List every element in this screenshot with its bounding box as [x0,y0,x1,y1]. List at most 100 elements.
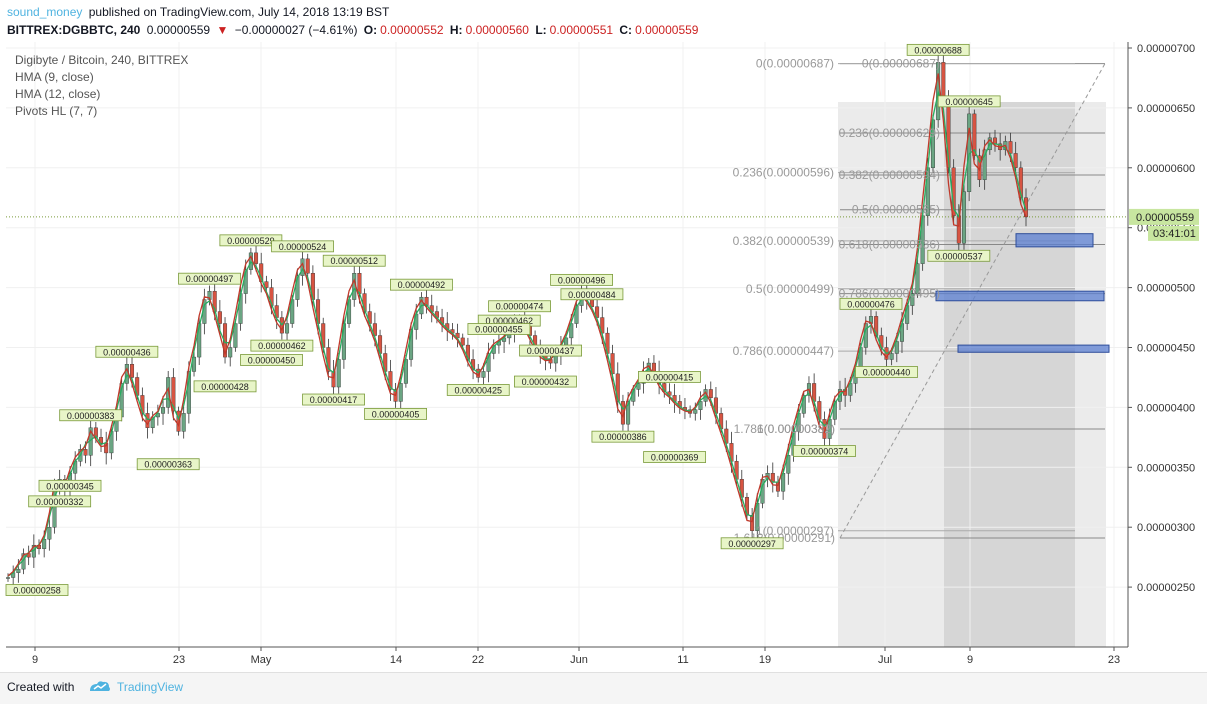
candle-body[interactable] [6,577,10,579]
candle-body[interactable] [285,323,290,334]
candle-body[interactable] [620,401,625,425]
candle-body[interactable] [357,273,362,294]
pivot-label-box [250,339,314,352]
candle-body[interactable] [910,293,915,306]
symbol-name: BITTREX:DGBBTC, 240 [7,23,141,37]
candle-body[interactable] [254,252,259,264]
support-zone[interactable] [935,290,1105,302]
candle-body[interactable] [481,371,486,378]
y-tick-label: 0.00000300 [1137,522,1195,534]
candle-body[interactable] [197,323,202,358]
candle-body[interactable] [176,410,181,432]
candle-body[interactable] [894,341,899,354]
candle-body[interactable] [982,149,987,180]
candle-body[interactable] [228,347,233,358]
candle-body[interactable] [465,344,470,360]
pivot-label-box [550,273,613,286]
chart-area[interactable]: 0(0.00000687) 0.236(0.00000596) 0.382(0.00… [0,42,1207,672]
candle-body[interactable] [341,323,346,360]
publish-line: sound_money published on TradingView.com… [7,5,392,19]
candle-body[interactable] [83,449,88,456]
candle-body[interactable] [47,526,52,540]
created-with-text: Created with [7,680,75,694]
chart-header: sound_money published on TradingView.com… [0,0,1207,40]
support-zone[interactable] [957,344,1110,353]
support-zone[interactable] [1015,233,1094,248]
candle-body[interactable] [372,323,377,336]
candle-body[interactable] [264,281,269,288]
candle-body[interactable] [941,62,946,97]
tradingview-link[interactable]: TradingView [117,680,184,694]
candle-body[interactable] [336,359,341,388]
candle-body[interactable] [595,306,600,318]
pivot-label-text: 0.00000436 [103,347,151,357]
pivot-label-text: 0.00000415 [646,372,694,382]
pivot-label-text: 0.00000432 [522,377,570,387]
candle-body[interactable] [698,401,703,410]
pivot-label-text: 0.00000484 [568,290,616,300]
x-tick-label: Jun [570,654,588,666]
candle-body[interactable] [1008,141,1013,154]
pivot-label-box [488,300,551,313]
pivot-label-text: 0.00000645 [945,97,993,107]
price-chart[interactable]: 0(0.00000687) 0.236(0.00000596) 0.382(0.00… [0,42,1207,672]
pivot-label-text: 0.00000297 [728,539,776,549]
candle-body[interactable] [217,311,222,324]
fib-label-left: 0.382(0.00000539) [733,234,834,248]
candle-body[interactable] [460,337,465,346]
candle-body[interactable] [693,409,698,414]
legend-pivots[interactable]: Pivots HL (7, 7) [15,104,98,118]
pivot-label-box [643,451,707,463]
low-value: 0.00000551 [549,23,614,37]
candle-body[interactable] [992,137,997,145]
candle-body[interactable] [161,407,166,414]
candle-body[interactable] [486,353,491,372]
candle-body[interactable] [1013,153,1018,168]
legend-title: Digibyte / Bitcoin, 240, BITTREX [15,53,189,67]
x-tick-label: May [251,654,272,666]
candle-body[interactable] [130,364,135,378]
candle-body[interactable] [305,258,310,274]
candle-body[interactable] [181,413,186,432]
candle-body[interactable] [1018,167,1023,198]
x-tick-label: 9 [967,654,973,666]
countdown-tag-text: 03:41:01 [1153,228,1196,240]
pivot-label-box [38,479,102,492]
candle-body[interactable] [972,113,977,157]
candle-body[interactable] [651,362,656,372]
pivot-label-text: 0.00000383 [67,411,115,421]
candle-body[interactable] [171,377,176,412]
legend-hma9[interactable]: HMA (9, close) [15,70,94,84]
fib-label-left: 0.236(0.00000596) [733,166,834,180]
candle-body[interactable] [874,316,879,336]
candle-body[interactable] [300,258,305,276]
fib-label-right: 0.382(0.00000594) [839,168,940,182]
fib-label-left: 0(0.00000687) [756,57,834,71]
x-tick-label: 11 [677,654,688,666]
candle-body[interactable] [636,383,641,390]
candle-body[interactable] [889,353,894,360]
high-value: 0.00000560 [465,23,529,37]
pivot-label-text: 0.00000417 [310,395,358,405]
candle-body[interactable] [223,323,228,358]
pivot-label-text: 0.00000369 [651,453,699,463]
candle-body[interactable] [961,191,966,244]
candle-body[interactable] [915,263,920,294]
candle-body[interactable] [1024,197,1028,218]
legend-hma12[interactable]: HMA (12, close) [15,87,101,101]
pivot-label-box [95,345,159,358]
author-link[interactable]: sound_money [7,5,83,19]
candle-body[interactable] [574,305,579,324]
last-price-tag-text: 0.00000559 [1136,212,1194,224]
candle-body[interactable] [145,413,150,428]
candle-body[interactable] [16,568,21,573]
fib-label-right: 0.786(0.00000495) [839,287,940,301]
candle-body[interactable] [615,373,620,402]
pivot-label-text: 0.00000374 [801,447,849,457]
candle-body[interactable] [398,383,403,402]
tradingview-logo-icon[interactable] [88,678,112,694]
candle-body[interactable] [708,389,713,399]
pivot-label-text: 0.00000688 [914,45,962,55]
candle-body[interactable] [626,401,631,425]
y-tick-label: 0.00000450 [1137,342,1195,354]
